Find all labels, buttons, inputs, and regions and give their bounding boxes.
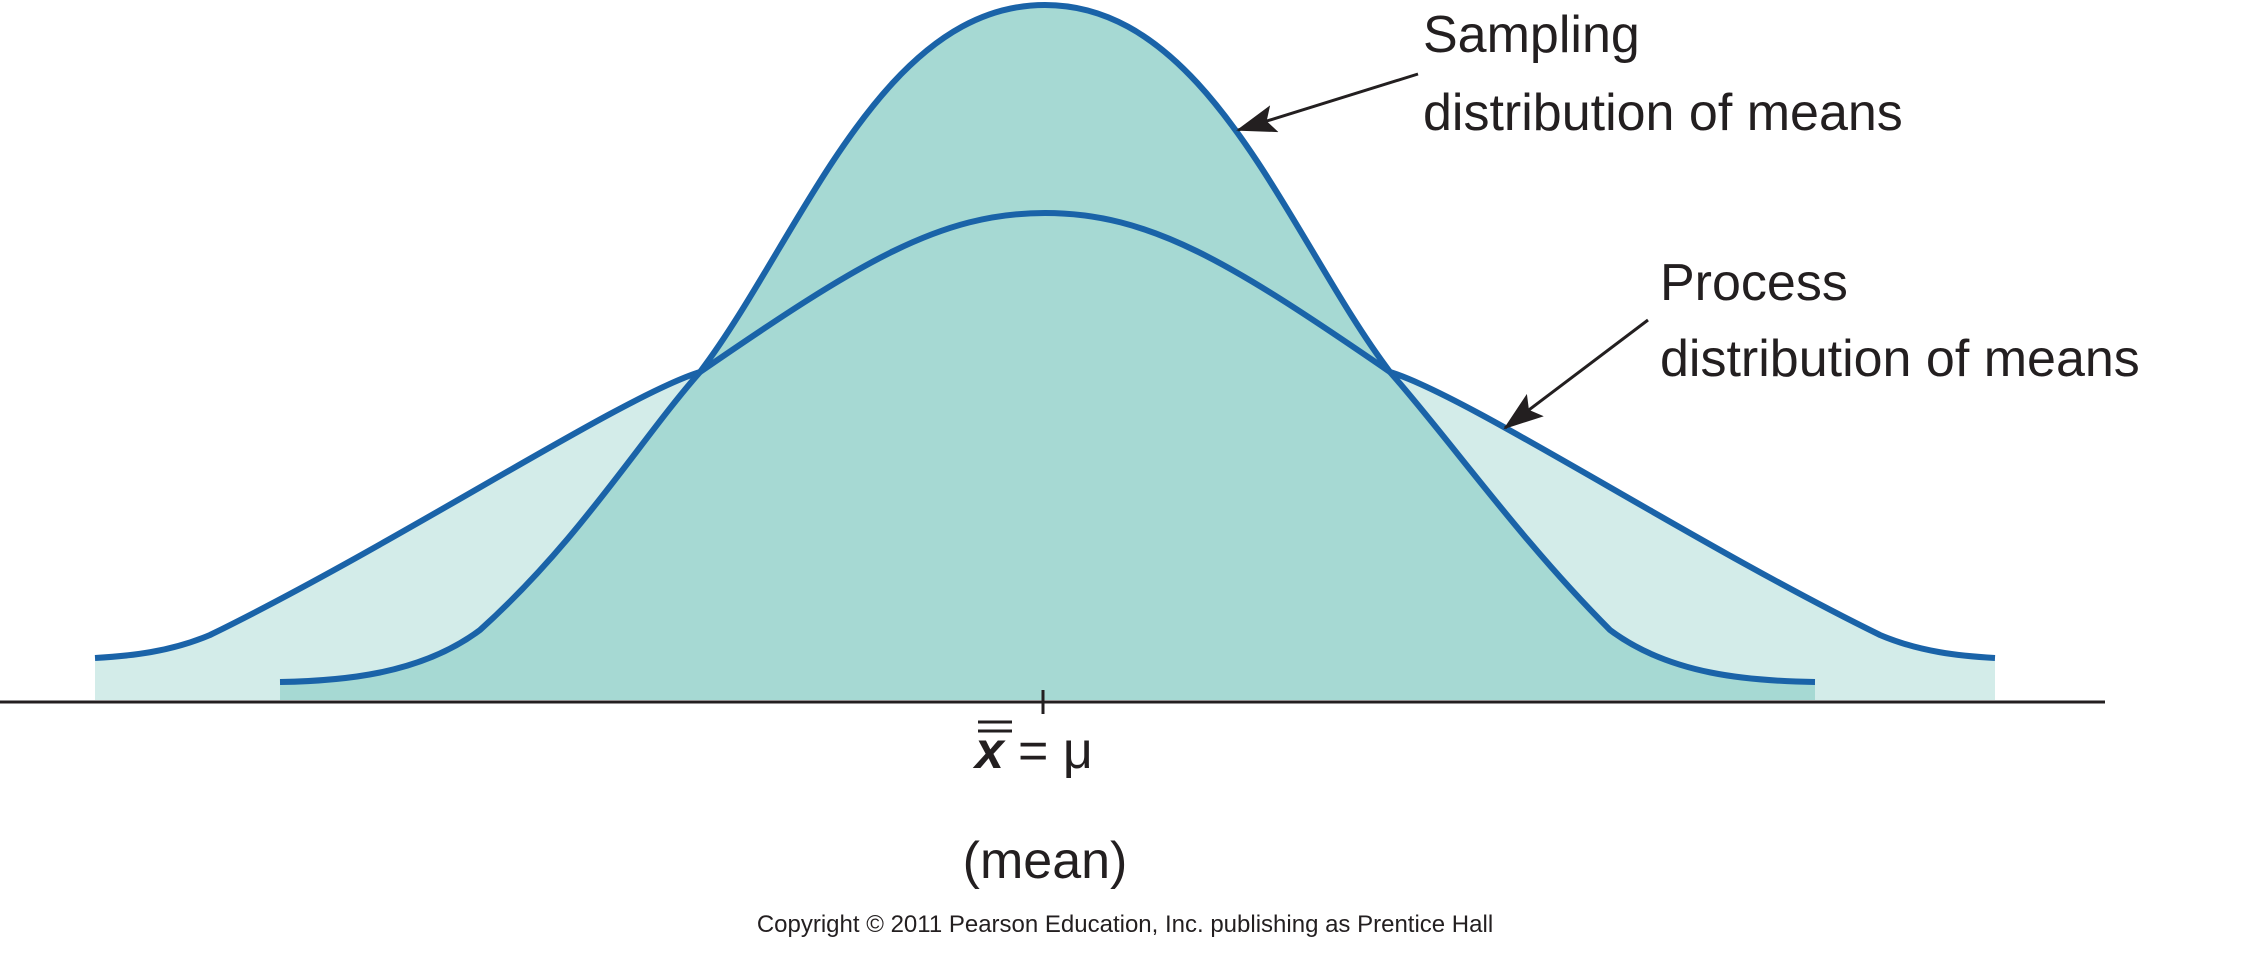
- mean-label: (mean): [963, 832, 1128, 890]
- process-arrow: [1503, 318, 1649, 430]
- sampling-label-line2: distribution of means: [1423, 84, 1903, 142]
- process-label-line1: Process: [1660, 254, 1848, 312]
- copyright-text: Copyright © 2011 Pearson Education, Inc.…: [757, 911, 1493, 938]
- sampling-arrow: [1236, 72, 1419, 133]
- mean-equation: x = μ: [972, 720, 1093, 780]
- process-distribution-curve: [94, 209, 1996, 661]
- process-label-line2: distribution of means: [1660, 330, 2140, 388]
- sampling-distribution-fill: [280, 5, 1815, 700]
- mean-x-symbol: x: [972, 722, 1006, 780]
- sampling-label-line1: Sampling: [1423, 6, 1640, 64]
- mean-equals-mu: = μ: [1018, 722, 1093, 780]
- sampling-distribution-curve: [279, 1, 1816, 685]
